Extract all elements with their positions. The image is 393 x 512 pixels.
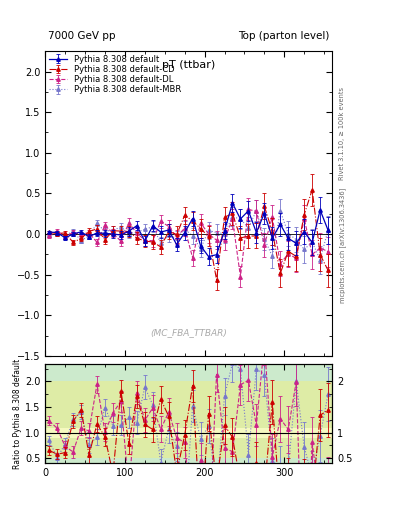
Bar [45, 364, 332, 463]
Text: Rivet 3.1.10, ≥ 100k events: Rivet 3.1.10, ≥ 100k events [339, 87, 345, 180]
Text: pT (ttbar): pT (ttbar) [162, 60, 215, 70]
Y-axis label: Ratio to Pythia 8.308 default: Ratio to Pythia 8.308 default [13, 358, 22, 468]
Text: Top (parton level): Top (parton level) [238, 31, 329, 40]
Bar [45, 381, 332, 458]
Text: 7000 GeV pp: 7000 GeV pp [48, 31, 116, 40]
Text: (MC_FBA_TTBAR): (MC_FBA_TTBAR) [150, 329, 227, 337]
Text: mcplots.cern.ch [arXiv:1306.3436]: mcplots.cern.ch [arXiv:1306.3436] [339, 188, 345, 304]
Legend: Pythia 8.308 default, Pythia 8.308 default-CD, Pythia 8.308 default-DL, Pythia 8: Pythia 8.308 default, Pythia 8.308 defau… [47, 53, 182, 96]
Bar [45, 428, 332, 438]
